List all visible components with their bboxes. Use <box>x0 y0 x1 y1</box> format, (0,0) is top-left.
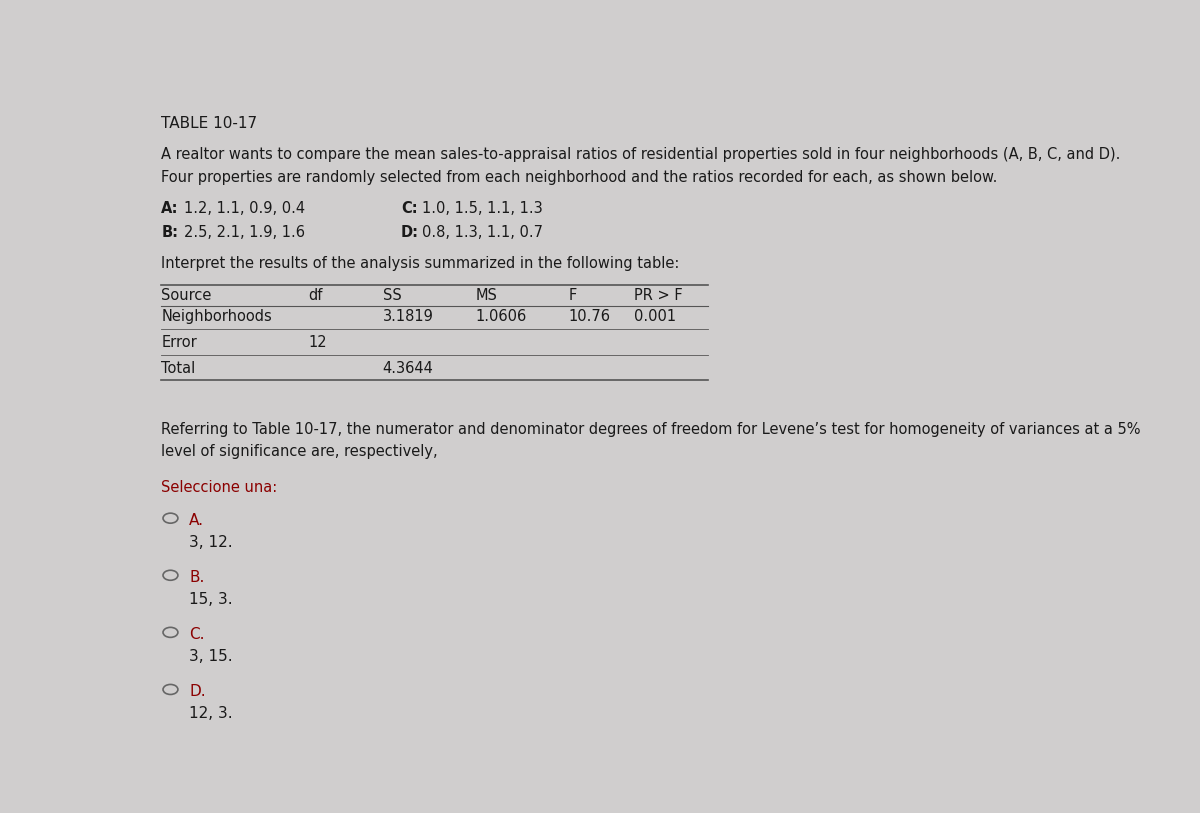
Text: 0.001: 0.001 <box>634 310 676 324</box>
Text: TABLE 10-17: TABLE 10-17 <box>161 116 257 132</box>
Text: D:: D: <box>401 224 419 240</box>
Text: A:: A: <box>161 201 179 215</box>
Text: 1.0, 1.5, 1.1, 1.3: 1.0, 1.5, 1.1, 1.3 <box>421 201 542 215</box>
Text: Interpret the results of the analysis summarized in the following table:: Interpret the results of the analysis su… <box>161 255 679 271</box>
Text: B:: B: <box>161 224 178 240</box>
Text: A.: A. <box>190 513 204 528</box>
Text: Neighborhoods: Neighborhoods <box>161 310 272 324</box>
Text: df: df <box>308 288 323 303</box>
Text: D.: D. <box>190 685 205 699</box>
Text: B.: B. <box>190 570 204 585</box>
Text: 10.76: 10.76 <box>569 310 611 324</box>
Text: 12, 3.: 12, 3. <box>190 706 233 721</box>
Text: 0.8, 1.3, 1.1, 0.7: 0.8, 1.3, 1.1, 0.7 <box>421 224 542 240</box>
Text: 15, 3.: 15, 3. <box>190 592 233 606</box>
Text: Four properties are randomly selected from each neighborhood and the ratios reco: Four properties are randomly selected fr… <box>161 170 997 185</box>
Text: 4.3644: 4.3644 <box>383 361 433 376</box>
Text: Seleccione una:: Seleccione una: <box>161 480 277 495</box>
Text: F: F <box>569 288 577 303</box>
Text: 3.1819: 3.1819 <box>383 310 433 324</box>
Text: PR > F: PR > F <box>634 288 683 303</box>
Text: MS: MS <box>475 288 497 303</box>
Text: 1.2, 1.1, 0.9, 0.4: 1.2, 1.1, 0.9, 0.4 <box>185 201 306 215</box>
Text: Source: Source <box>161 288 211 303</box>
Text: Total: Total <box>161 361 196 376</box>
Text: 1.0606: 1.0606 <box>475 310 527 324</box>
Text: 12: 12 <box>308 335 326 350</box>
Text: 3, 15.: 3, 15. <box>190 649 233 663</box>
Text: C:: C: <box>401 201 418 215</box>
Text: 2.5, 2.1, 1.9, 1.6: 2.5, 2.1, 1.9, 1.6 <box>185 224 306 240</box>
Text: C.: C. <box>190 628 204 642</box>
Text: 3, 12.: 3, 12. <box>190 535 233 550</box>
Text: Referring to Table 10-17, the numerator and denominator degrees of freedom for L: Referring to Table 10-17, the numerator … <box>161 422 1141 437</box>
Text: level of significance are, respectively,: level of significance are, respectively, <box>161 444 438 459</box>
Text: SS: SS <box>383 288 401 303</box>
Text: Error: Error <box>161 335 197 350</box>
Text: A realtor wants to compare the mean sales-to-appraisal ratios of residential pro: A realtor wants to compare the mean sale… <box>161 147 1121 163</box>
